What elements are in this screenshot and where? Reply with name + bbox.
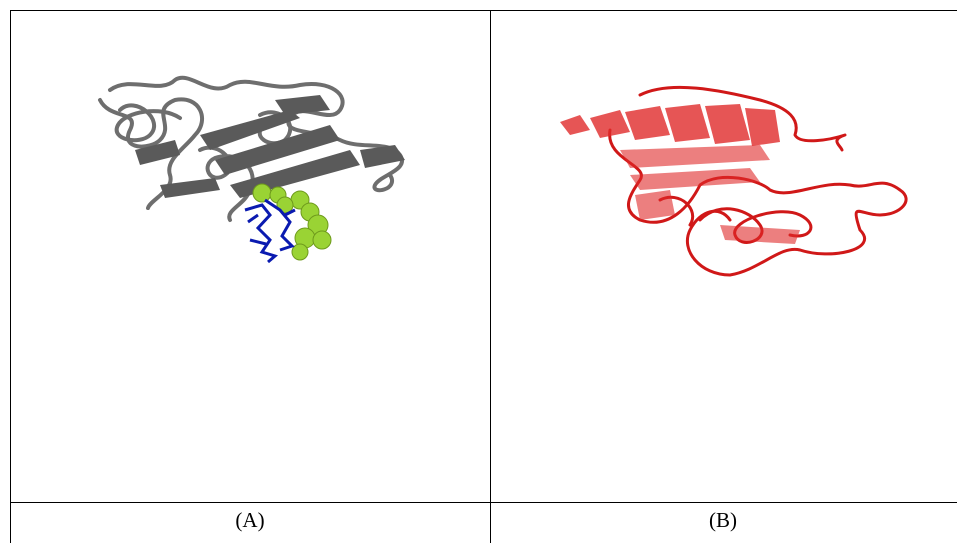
ligand-spheres (252, 183, 332, 261)
table-borders (10, 10, 957, 543)
ligand-sticks (244, 198, 296, 264)
protein-b-helix (560, 104, 800, 244)
panel-caption: (A) (235, 508, 264, 532)
panel-caption: (B) (709, 508, 737, 532)
